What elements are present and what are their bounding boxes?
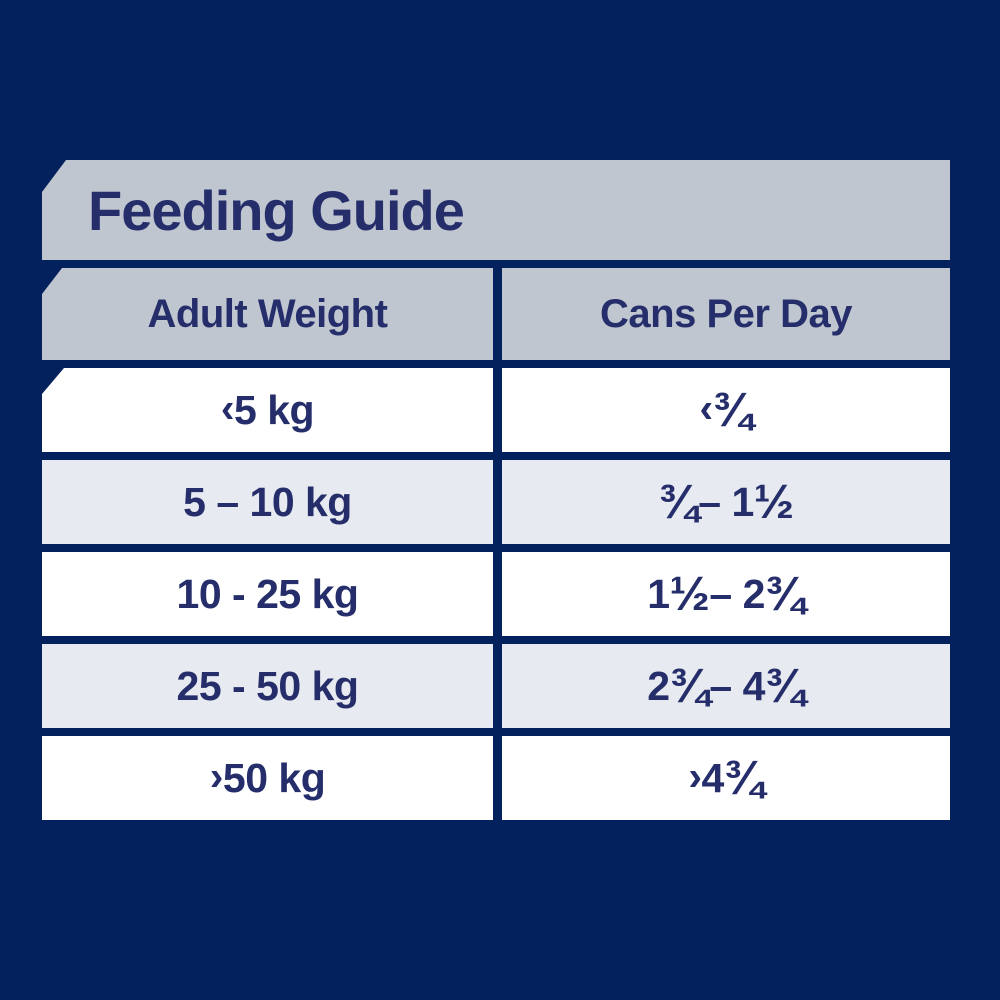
cans-cell: 2 ¾ – 4 ¾ xyxy=(502,644,950,728)
weight-cell: 5 – 10 kg xyxy=(42,460,493,544)
table-row: › 50 kg › 4 ¾ xyxy=(42,736,950,820)
table-row: 5 – 10 kg ¾ – 1 ½ xyxy=(42,460,950,544)
cans-cell: 1 ½ – 2 ¾ xyxy=(502,552,950,636)
title-band: Feeding Guide xyxy=(42,160,950,260)
table-row: 25 - 50 kg 2 ¾ – 4 ¾ xyxy=(42,644,950,728)
table-row: ‹ 5 kg ‹ ¾ xyxy=(42,368,950,452)
table-header-row: Adult Weight Cans Per Day xyxy=(42,268,950,360)
page-title: Feeding Guide xyxy=(88,178,465,242)
weight-cell: › 50 kg xyxy=(42,736,493,820)
weight-cell: ‹ 5 kg xyxy=(42,368,493,452)
weight-cell: 25 - 50 kg xyxy=(42,644,493,728)
weight-cell: 10 - 25 kg xyxy=(42,552,493,636)
column-header-adult-weight: Adult Weight xyxy=(42,268,493,360)
cans-cell: › 4 ¾ xyxy=(502,736,950,820)
column-header-cans-per-day: Cans Per Day xyxy=(502,268,950,360)
cans-cell: ¾ – 1 ½ xyxy=(502,460,950,544)
cans-cell: ‹ ¾ xyxy=(502,368,950,452)
table-row: 10 - 25 kg 1 ½ – 2 ¾ xyxy=(42,552,950,636)
